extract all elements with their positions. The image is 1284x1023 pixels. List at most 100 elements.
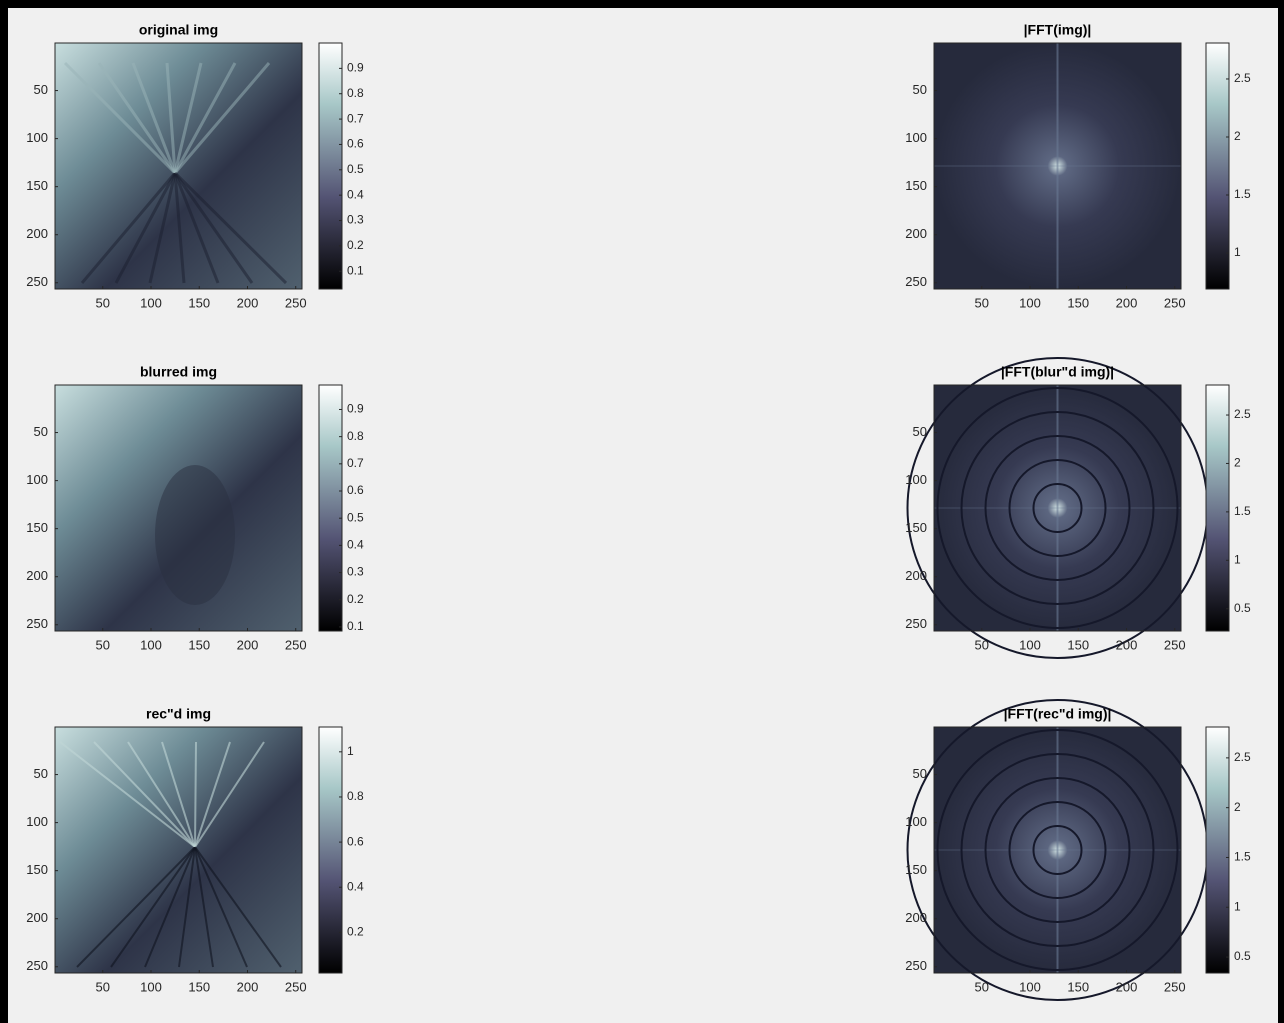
image-detail <box>1008 459 1107 557</box>
image-detail <box>148 172 177 284</box>
y-tick-label: 150 <box>26 862 48 877</box>
y-tick-label: 250 <box>905 616 927 631</box>
x-tick-label: 200 <box>1116 979 1138 994</box>
x-tick-label: 150 <box>188 637 210 652</box>
image-detail <box>173 172 254 284</box>
colorbar-tick-label: 0.4 <box>347 879 364 893</box>
image-detail <box>194 846 248 968</box>
image-detail <box>161 741 196 848</box>
image-detail <box>155 465 235 605</box>
colorbar-tick-label: 0.2 <box>347 238 364 252</box>
y-tick-label: 200 <box>905 568 927 583</box>
axes-title: |FFT(rec"d img)| <box>1004 706 1112 722</box>
axes-box <box>933 42 1182 290</box>
x-tick-label: 200 <box>1116 637 1138 652</box>
x-tick-label: 150 <box>1067 637 1089 652</box>
colorbar-tick-label: 0.5 <box>347 162 364 176</box>
colorbar-tick-label: 1 <box>1234 245 1241 259</box>
y-tick-label: 250 <box>26 958 48 973</box>
y-tick-label: 150 <box>26 178 48 193</box>
image-detail <box>984 435 1131 581</box>
axes-title: blurred img <box>140 364 217 380</box>
y-tick-label: 150 <box>905 520 927 535</box>
colorbar-tick-label: 0.1 <box>347 263 364 277</box>
y-tick-label: 100 <box>905 472 927 487</box>
y-tick-label: 250 <box>905 274 927 289</box>
colorbar-tick-label: 2.5 <box>1234 750 1251 764</box>
y-tick-label: 100 <box>905 814 927 829</box>
image-detail <box>131 62 177 174</box>
image-detail <box>76 846 196 968</box>
y-tick-label: 100 <box>26 130 48 145</box>
y-tick-label: 50 <box>34 82 48 97</box>
y-tick-label: 150 <box>26 520 48 535</box>
axes-title: |FFT(img)| <box>1024 22 1092 38</box>
image-detail <box>165 62 177 174</box>
image-detail <box>110 846 196 968</box>
image-detail <box>936 387 1179 629</box>
image-detail <box>194 846 282 968</box>
image-detail <box>80 172 177 284</box>
colorbar-tick-label: 0.3 <box>347 565 364 579</box>
image-detail <box>59 741 196 848</box>
y-tick-label: 50 <box>913 82 927 97</box>
y-tick-label: 200 <box>905 226 927 241</box>
x-tick-label: 200 <box>1116 295 1138 310</box>
x-tick-label: 200 <box>237 637 259 652</box>
axes-title: original img <box>139 22 218 38</box>
y-tick-label: 250 <box>26 616 48 631</box>
y-tick-label: 50 <box>913 424 927 439</box>
axes-box <box>933 384 1182 632</box>
image-detail <box>1032 483 1083 533</box>
colorbar-tick-label: 2 <box>1234 800 1241 814</box>
image-detail <box>93 741 196 848</box>
image-detail <box>173 171 288 285</box>
image-detail <box>960 753 1155 947</box>
colorbar-tick-label: 0.8 <box>347 789 364 803</box>
image-detail <box>194 741 197 848</box>
colorbar-tick-label: 2 <box>1234 456 1241 470</box>
colorbar-tick-label: 0.8 <box>347 429 364 443</box>
image-detail <box>194 741 231 848</box>
y-tick-label: 50 <box>34 766 48 781</box>
colorbar-tick-label: 1.5 <box>1234 504 1251 518</box>
colorbar-tick-label: 1.5 <box>1234 187 1251 201</box>
colorbar-tick-label: 0.7 <box>347 111 364 125</box>
axes-title: rec"d img <box>146 706 211 722</box>
x-tick-label: 100 <box>140 295 162 310</box>
colorbar-tick-label: 0.2 <box>347 925 364 939</box>
x-tick-label: 250 <box>1164 979 1186 994</box>
image-detail <box>173 172 220 284</box>
image-detail <box>960 411 1155 605</box>
colorbar-tick-label: 2.5 <box>1234 71 1251 85</box>
colorbar-tick-label: 1 <box>1234 552 1241 566</box>
x-tick-label: 150 <box>188 295 210 310</box>
colorbar <box>1205 384 1230 632</box>
y-tick-label: 150 <box>905 178 927 193</box>
axes-box <box>54 384 303 632</box>
colorbar-tick-label: 0.5 <box>1234 601 1251 615</box>
x-tick-label: 250 <box>1164 295 1186 310</box>
colorbar-tick-label: 0.7 <box>347 456 364 470</box>
y-tick-label: 200 <box>26 910 48 925</box>
y-tick-label: 50 <box>913 766 927 781</box>
y-tick-label: 250 <box>26 274 48 289</box>
image-detail <box>178 846 196 968</box>
colorbar <box>318 726 343 974</box>
axes-title: |FFT(blur"d img)| <box>1001 364 1114 380</box>
x-tick-label: 200 <box>237 979 259 994</box>
image-detail <box>114 172 177 284</box>
y-tick-label: 100 <box>26 472 48 487</box>
image-detail <box>194 741 265 848</box>
colorbar-tick-label: 0.6 <box>347 834 364 848</box>
x-tick-label: 250 <box>285 637 307 652</box>
y-tick-label: 200 <box>26 568 48 583</box>
x-tick-label: 150 <box>1067 979 1089 994</box>
x-tick-label: 200 <box>237 295 259 310</box>
y-tick-label: 250 <box>905 958 927 973</box>
colorbar-tick-label: 1 <box>1234 899 1241 913</box>
colorbar-tick-label: 1.5 <box>1234 850 1251 864</box>
y-tick-label: 200 <box>26 226 48 241</box>
